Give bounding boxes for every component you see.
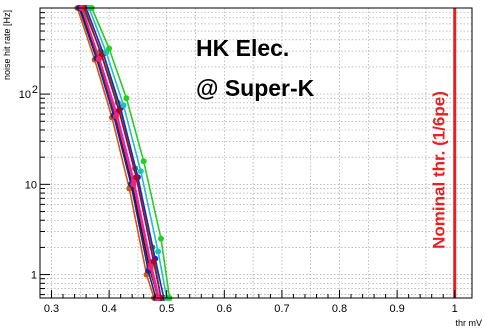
plot-frame — [39, 7, 473, 299]
data-point — [137, 168, 144, 175]
series-line — [83, 7, 162, 299]
series-line — [85, 7, 165, 299]
data-point — [147, 264, 154, 271]
y-tick-label: 10 — [19, 89, 31, 101]
data-point — [150, 258, 157, 265]
x-tick-label: 1 — [452, 303, 458, 315]
y-tick-label: 10 — [25, 179, 37, 191]
series-line — [80, 7, 159, 299]
data-point — [140, 158, 147, 165]
series-line — [91, 7, 171, 299]
x-tick-label: 0.7 — [274, 303, 289, 315]
y-tick-label-exponent: 2 — [32, 84, 38, 96]
annotation-line-1: HK Elec. — [196, 35, 289, 61]
series-line — [88, 7, 168, 299]
y-tick-label: 1 — [31, 270, 37, 282]
x-tick-label: 0.6 — [217, 303, 232, 315]
series-group — [74, 5, 173, 301]
data-point — [115, 107, 122, 114]
data-point — [155, 248, 162, 255]
x-tick-label: 0.8 — [332, 303, 347, 315]
data-point — [106, 45, 113, 52]
x-tick-label: 0.9 — [389, 303, 404, 315]
series-line — [76, 7, 155, 299]
x-tick-label: 0.5 — [159, 303, 174, 315]
data-point — [158, 235, 164, 242]
data-point — [95, 56, 102, 62]
y-axis-label: noise hit rate [Hz] — [2, 10, 12, 80]
data-point — [123, 95, 130, 102]
x-tick-label: 0.4 — [101, 303, 116, 315]
annotation-line-2: @ Super-K — [196, 75, 315, 101]
data-point — [130, 181, 137, 188]
nominal-threshold-label: Nominal thr. (1/6pe) — [430, 91, 449, 249]
data-point — [113, 113, 119, 120]
x-tick-label: 0.3 — [44, 303, 59, 315]
x-axis-label: thr mV — [455, 318, 482, 328]
data-point — [120, 102, 127, 109]
series-line — [78, 7, 157, 299]
data-point — [133, 174, 140, 181]
